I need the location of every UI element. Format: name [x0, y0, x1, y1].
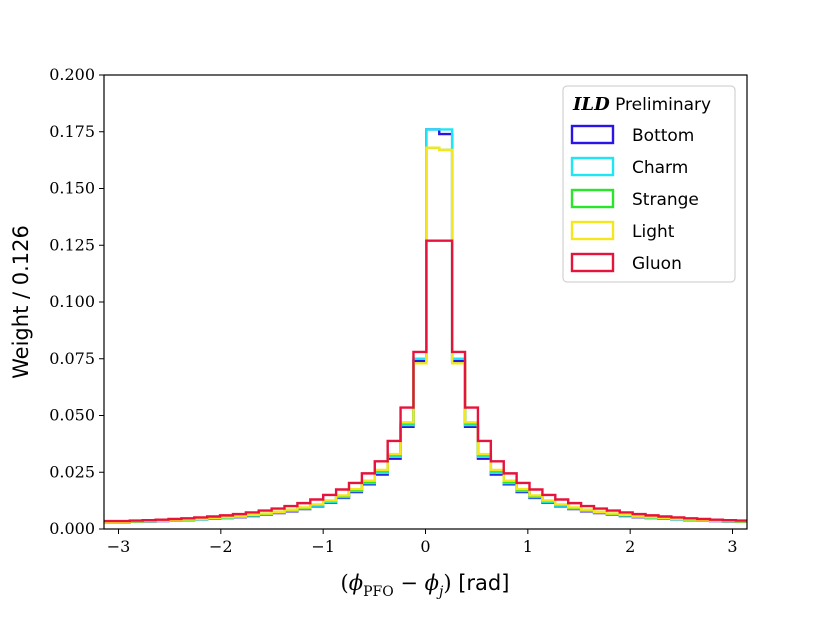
legend-swatch-gluon	[570, 252, 615, 273]
y-tick-label: 0.150	[49, 179, 95, 198]
x-tick-label: 1	[523, 537, 533, 556]
y-tick-label: 0.075	[49, 349, 95, 368]
series-layer	[104, 128, 747, 524]
ticks: −3 −2 −1 0 1 2 3 0.000 0.025 0.050 0.075 0.100 0.125…	[49, 65, 737, 556]
x-tick-label: −3	[107, 537, 131, 556]
legend-swatch-strange	[570, 188, 615, 209]
x-tick-label: 0	[420, 537, 430, 556]
y-tick-label: 0.000	[49, 519, 95, 538]
legend-title: ILD Preliminary	[572, 94, 711, 115]
legend-box	[562, 85, 736, 283]
x-tick-label: −2	[209, 537, 233, 556]
x-axis-label: (ϕPFO − ϕj) [rad]	[341, 571, 510, 600]
x-tick-label: 2	[625, 537, 635, 556]
series-light-line	[104, 146, 747, 523]
legend-label-gluon: Gluon	[632, 254, 682, 274]
legend-swatch-charm	[570, 156, 615, 177]
legend-label-charm: Charm	[632, 158, 688, 178]
legend-label-bottom: Bottom	[632, 126, 694, 146]
y-tick-label: 0.125	[49, 235, 95, 254]
legend-label-light: Light	[632, 222, 675, 242]
y-axis-label: Weight / 0.126	[9, 225, 33, 379]
legend-label-strange: Strange	[632, 190, 699, 210]
legend-swatch-bottom	[570, 124, 615, 145]
legend-entries: Bottom Charm Strange Light Gluon	[570, 124, 699, 274]
y-tick-label: 0.050	[49, 406, 95, 425]
series-gluon-line	[104, 239, 747, 523]
x-tick-label: 3	[727, 537, 737, 556]
y-tick-label: 0.200	[49, 65, 95, 84]
y-tick-label: 0.025	[49, 462, 95, 481]
y-tick-label: 0.175	[49, 122, 95, 141]
legend: ILD Preliminary Bottom Charm Strange Light G…	[562, 85, 736, 283]
y-tick-label: 0.100	[49, 292, 95, 311]
legend-swatch-light	[570, 220, 615, 241]
x-tick-label: −1	[311, 537, 335, 556]
plot-area	[104, 128, 747, 524]
